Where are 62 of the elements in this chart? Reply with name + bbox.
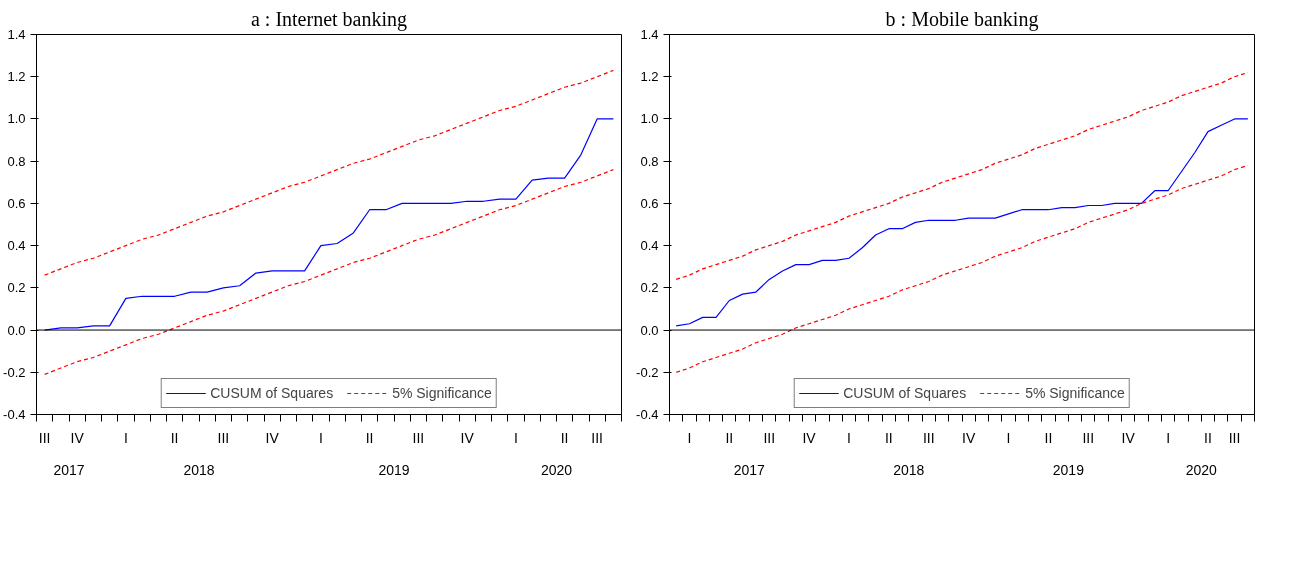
x-tick-label: III bbox=[217, 429, 230, 446]
legend-label: CUSUM of Squares bbox=[210, 385, 334, 401]
x-tick-label: IV bbox=[1121, 429, 1136, 446]
text: 2019 bbox=[1052, 461, 1085, 478]
x-tick-label: I bbox=[513, 429, 518, 446]
y-tick-label: 0.2 bbox=[7, 280, 26, 296]
legend-label: CUSUM of Squares bbox=[843, 385, 967, 401]
chart-title: b : Mobile banking bbox=[885, 7, 1039, 31]
text: 2020 bbox=[540, 461, 573, 478]
text: 2018 bbox=[183, 461, 215, 478]
x-tick-label: IV bbox=[962, 429, 976, 446]
y-tick-label: 0.8 bbox=[640, 153, 659, 169]
y-tick-label: 0.4 bbox=[7, 238, 26, 254]
x-tick-label: III bbox=[763, 429, 776, 446]
x-tick-label: IV bbox=[265, 429, 280, 446]
x-tick-label: I bbox=[1006, 429, 1011, 446]
x-tick-label: III bbox=[1082, 429, 1095, 446]
y-tick-label: -0.2 bbox=[3, 364, 26, 380]
legend-label: 5% Significance bbox=[392, 385, 492, 401]
x-tick-label: III bbox=[38, 429, 51, 446]
y-tick-label: 0.6 bbox=[7, 195, 26, 211]
x-tick-label: II bbox=[560, 429, 569, 446]
x-tick-label: IV bbox=[460, 429, 475, 446]
x-tick-label: IV bbox=[802, 429, 817, 446]
x-tick-label: II bbox=[1204, 429, 1212, 446]
x-tick-label: III bbox=[591, 429, 603, 446]
y-tick-label: 1.0 bbox=[7, 111, 26, 127]
y-tick-label: 0.0 bbox=[640, 322, 659, 338]
y-tick-label: -0.4 bbox=[3, 407, 26, 422]
text: 2017 bbox=[733, 461, 766, 478]
y-tick-label: 1.0 bbox=[640, 111, 659, 127]
y-tick-label: 1.2 bbox=[640, 69, 659, 85]
x-tick-label: II bbox=[725, 429, 734, 446]
x-tick-label: I bbox=[318, 429, 323, 446]
y-tick-label: -0.4 bbox=[636, 407, 659, 422]
x-tick-label: III bbox=[412, 429, 425, 446]
chart-title: a : Internet banking bbox=[250, 7, 408, 31]
x-tick-label: I bbox=[1166, 429, 1171, 446]
text: 2017 bbox=[53, 461, 85, 478]
x-tick-label: I bbox=[847, 429, 851, 446]
x-tick-label: III bbox=[922, 429, 935, 446]
y-tick-label: 1.4 bbox=[7, 27, 26, 42]
x-tick-label: II bbox=[884, 429, 893, 446]
x-tick-label: II bbox=[365, 429, 374, 446]
text: 2019 bbox=[378, 461, 410, 478]
x-tick-label: II bbox=[1044, 429, 1053, 446]
text: 2018 bbox=[893, 461, 925, 478]
legend-label: 5% Significance bbox=[1025, 385, 1125, 401]
y-tick-label: 0.0 bbox=[7, 322, 26, 338]
x-tick-label: III bbox=[1228, 429, 1241, 446]
y-tick-label: 0.8 bbox=[7, 153, 26, 169]
y-tick-label: 0.6 bbox=[640, 195, 659, 211]
y-tick-label: 0.2 bbox=[640, 280, 659, 296]
x-tick-label: IV bbox=[70, 429, 85, 446]
x-tick-label: I bbox=[123, 429, 128, 446]
x-tick-label: II bbox=[170, 429, 179, 446]
y-tick-label: 1.4 bbox=[640, 27, 659, 42]
x-tick-label: I bbox=[687, 429, 692, 446]
y-tick-label: -0.2 bbox=[636, 364, 659, 380]
y-tick-label: 1.2 bbox=[7, 69, 26, 85]
text: 2020 bbox=[1185, 461, 1218, 478]
y-tick-label: 0.4 bbox=[640, 238, 659, 254]
